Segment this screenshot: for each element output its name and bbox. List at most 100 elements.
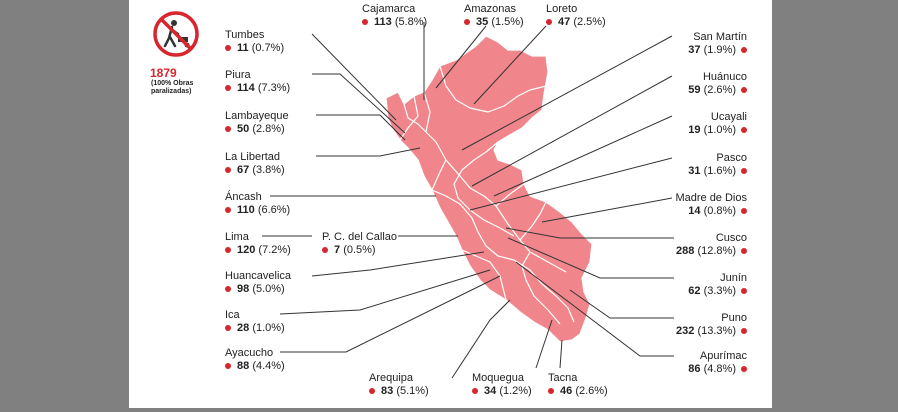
leader-arequipa [451, 299, 511, 379]
region-name: Áncash [225, 191, 262, 203]
marker-dot [741, 168, 747, 175]
leader-apurimac [515, 261, 674, 357]
marker-dot [741, 248, 747, 255]
region-main [385, 35, 593, 343]
region-value: 120 [237, 244, 256, 256]
region-border-h [521, 251, 561, 325]
region-name: Cusco [715, 232, 747, 244]
region-value: 14 [688, 205, 701, 217]
region-name: P. C. del Callao [322, 231, 398, 243]
region-value: 59 [688, 84, 701, 96]
region-pct: (2.6%) [575, 385, 608, 397]
marker-dot [741, 127, 747, 134]
label-lima: Lima 120 (7.2%) [225, 231, 291, 257]
label-amazonas: Amazonas 35 (1.5%) [464, 3, 524, 29]
label-puno: Puno 232 (13.3%) [676, 312, 747, 338]
leader-madrededios [541, 197, 673, 223]
region-value: 110 [237, 204, 255, 216]
region-pct: (1.2%) [499, 385, 532, 397]
region-pct: (3.8%) [252, 164, 285, 176]
region-border-j [431, 159, 447, 191]
marker-dot [225, 207, 231, 214]
leader-loreto [473, 25, 547, 105]
region-pct: (13.3%) [697, 325, 736, 337]
region-pct: (0.5%) [343, 244, 376, 256]
region-name: Puno [721, 312, 747, 324]
region-border-a [423, 91, 567, 273]
region-value: 31 [688, 165, 701, 177]
region-value: 232 [676, 325, 695, 337]
region-value: 67 [237, 164, 250, 176]
label-sanmartin: San Martín 37 (1.9%) [688, 31, 747, 57]
label-callao: P. C. del Callao 7 (0.5%) [322, 231, 397, 257]
marker-dot [225, 363, 231, 370]
region-name: Moquegua [472, 372, 524, 384]
region-name: Huancavelica [225, 270, 292, 282]
region-name: Ayacucho [225, 347, 274, 359]
label-moquegua: Moquegua 34 (1.2%) [472, 372, 532, 398]
marker-dot [741, 208, 747, 215]
region-pct: (7.2%) [258, 244, 291, 256]
region-border-i [403, 103, 427, 133]
label-tacna: Tacna 46 (2.6%) [548, 372, 608, 398]
label-junin: Junín 62 (3.3%) [688, 272, 747, 298]
region-name: Amazonas [464, 3, 516, 15]
leader-tacna [559, 339, 563, 369]
region-name: Madre de Dios [675, 192, 747, 204]
label-madrededios: Madre de Dios 14 (0.8%) [675, 192, 747, 218]
label-apurimac: Apurímac 86 (4.8%) [688, 350, 747, 376]
region-border-c [453, 141, 515, 237]
marker-dot [225, 167, 231, 174]
region-pct: (1.9%) [703, 44, 736, 56]
region-name: Cajamarca [362, 3, 416, 15]
label-lalibertad: La Libertad 67 (3.8%) [225, 151, 285, 177]
region-name: Loreto [546, 3, 578, 15]
leader-ayacucho [280, 275, 501, 353]
marker-dot [225, 126, 231, 133]
region-pct: (12.8%) [697, 245, 736, 257]
label-pasco: Pasco 31 (1.6%) [688, 152, 747, 178]
region-name: La Libertad [225, 151, 281, 163]
marker-dot [741, 328, 747, 335]
region-pct: (5.0%) [252, 283, 285, 295]
leader-cusco [505, 227, 674, 239]
region-pct: (2.6%) [703, 84, 736, 96]
region-value: 62 [688, 285, 701, 297]
marker-dot [548, 388, 554, 395]
badge-note: (100% Obras paralizadas) [151, 80, 194, 95]
label-lambayeque: Lambayeque 50 (2.8%) [225, 110, 289, 136]
label-loreto: Loreto 47 (2.5%) [546, 3, 606, 29]
marker-dot [741, 47, 747, 54]
region-pct: (5.1%) [396, 385, 429, 397]
marker-dot [464, 19, 470, 26]
region-value: 28 [237, 322, 250, 334]
label-ica: Ica 28 (1.0%) [225, 309, 285, 335]
region-pct: (2.8%) [252, 123, 285, 135]
label-ucayali: Ucayali 19 (1.0%) [688, 111, 747, 137]
region-value: 34 [484, 385, 497, 397]
label-huanuco: Huánuco 59 (2.6%) [688, 71, 747, 97]
region-pct: (6.6%) [257, 204, 291, 216]
region-name: Apurímac [699, 350, 747, 362]
region-pct: (2.5%) [573, 16, 606, 28]
region-value: 47 [558, 16, 571, 28]
leader-huanuco [471, 75, 673, 187]
region-pct: (1.5%) [491, 16, 524, 28]
leader-tumbes [311, 33, 397, 121]
region-value: 7 [334, 244, 341, 256]
region-name: Ica [225, 309, 240, 321]
region-name: Lambayeque [225, 110, 289, 122]
leader-moquegua [535, 319, 553, 369]
region-name: Lima [225, 231, 249, 243]
leader-ica [279, 269, 491, 315]
region-value: 50 [237, 123, 250, 135]
leader-lambayeque [316, 114, 406, 141]
label-ayacucho: Ayacucho 88 (4.4%) [225, 347, 285, 373]
region-name: Pasco [716, 152, 747, 164]
region-value: 113 [374, 16, 392, 28]
label-ancash: Áncash 110 (6.6%) [225, 191, 290, 217]
marker-dot [362, 19, 368, 26]
region-value: 83 [381, 385, 394, 397]
badge-total: 1879 [150, 66, 177, 80]
